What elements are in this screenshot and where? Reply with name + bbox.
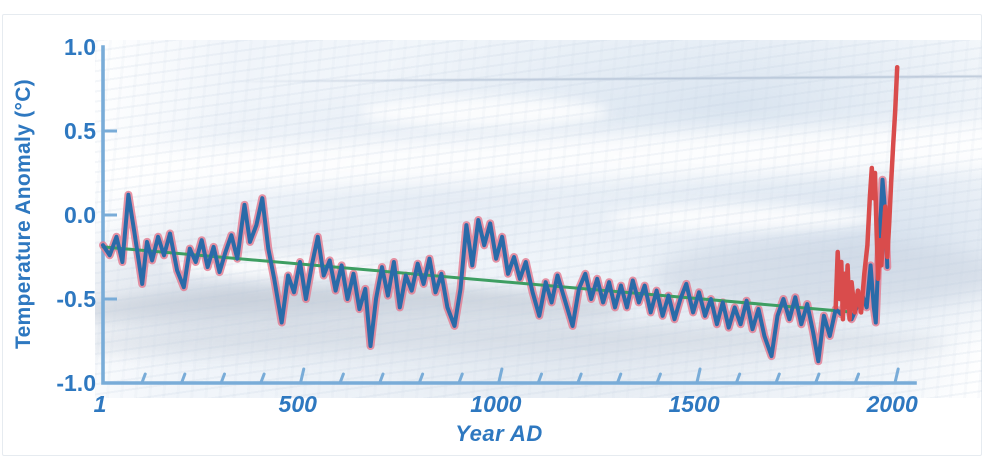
x-major-tick: [893, 367, 900, 384]
x-minor-tick: [338, 372, 345, 384]
x-minor-tick: [219, 372, 226, 384]
x-minor-tick: [140, 372, 147, 384]
x-minor-tick: [854, 372, 861, 384]
ice-floe: [609, 204, 876, 231]
instrumental-record-line: [833, 64, 900, 322]
x-major-tick: [497, 367, 504, 384]
x-minor-tick: [537, 372, 544, 384]
x-minor-tick: [616, 372, 623, 384]
y-tick-label: -0.5: [56, 286, 96, 312]
x-minor-tick: [418, 372, 425, 384]
x-tick-label: 1: [94, 391, 107, 417]
x-tick-label: 1500: [668, 391, 719, 417]
x-tick-label: 500: [279, 391, 318, 417]
x-minor-tick: [576, 372, 583, 384]
y-tick-label: 0.5: [64, 118, 96, 144]
x-minor-tick: [655, 372, 662, 384]
x-major-tick: [695, 367, 702, 384]
x-minor-tick: [180, 372, 187, 384]
x-minor-tick: [774, 372, 781, 384]
x-minor-tick: [457, 372, 464, 384]
x-axis-title: Year AD: [455, 421, 543, 446]
x-minor-tick: [814, 372, 821, 384]
x-minor-tick: [735, 372, 742, 384]
x-minor-tick: [378, 372, 385, 384]
open-water-band: [95, 328, 947, 362]
axes-lines: [101, 45, 917, 385]
y-tick-label: -1.0: [56, 370, 96, 396]
x-tick-label: 1000: [470, 391, 521, 417]
x-tick-label: 2000: [866, 391, 918, 417]
y-tick-label: 0.0: [64, 202, 96, 228]
x-major-tick: [299, 367, 306, 384]
y-axis-title: Temperature Anomaly (°C): [12, 79, 35, 349]
x-minor-tick: [259, 372, 266, 384]
proxy-reconstruction-line: [101, 177, 890, 364]
ice-floe: [361, 97, 610, 128]
y-tick-label: 1.0: [64, 34, 96, 60]
